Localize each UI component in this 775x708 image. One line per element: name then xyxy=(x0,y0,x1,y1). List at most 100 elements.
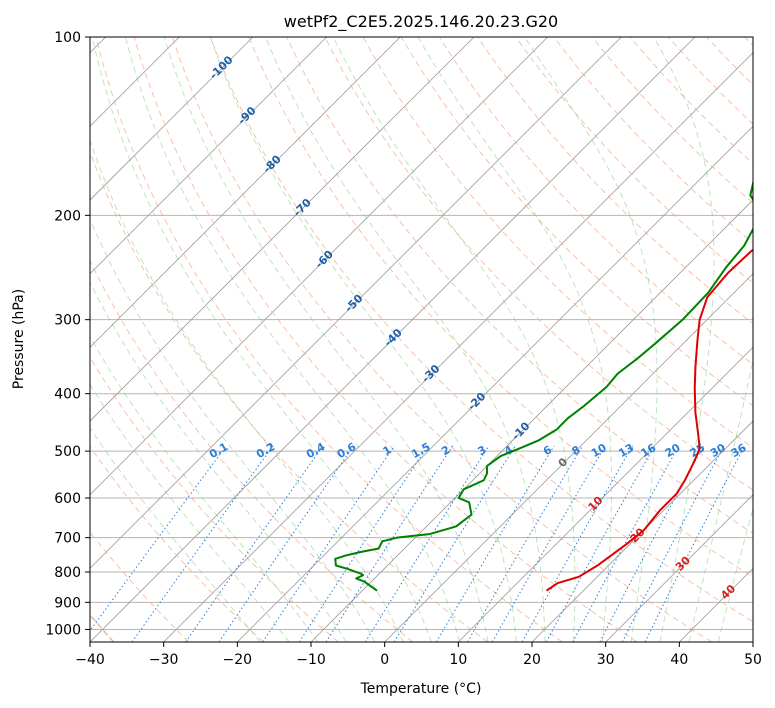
isotherm-line xyxy=(163,52,753,642)
sounding-series xyxy=(334,180,753,592)
isotherm-line xyxy=(679,567,753,642)
y-tick-label: 600 xyxy=(54,491,81,507)
mixing-ratio-line xyxy=(393,445,516,642)
x-tick-label: 30 xyxy=(597,652,615,668)
moist-adiabat-line xyxy=(90,335,319,642)
isotherm-value-label: -30 xyxy=(419,362,442,385)
dry-adiabat-line xyxy=(477,37,753,325)
mixing-ratio-label: 10 xyxy=(589,441,609,460)
dry-adiabat-line xyxy=(248,37,753,578)
x-axis-ticks: −40 −30 −20 −10 0 10 20 30 40 50 xyxy=(75,642,762,668)
mixing-ratio-label: 1.5 xyxy=(409,440,432,461)
isotherm-value-label: -40 xyxy=(382,326,405,349)
y-tick-label: 100 xyxy=(54,30,81,46)
mixing-ratio-label: 25 xyxy=(687,441,707,460)
y-tick-label: 700 xyxy=(54,531,81,547)
mixing-ratio-line xyxy=(218,445,355,642)
moist-adiabat-line xyxy=(717,506,753,642)
moist-adiabat-line xyxy=(417,37,612,642)
isotherm-line xyxy=(90,37,548,496)
isotherm-line xyxy=(384,273,753,642)
mixing-ratio-label: 16 xyxy=(638,441,658,460)
mixing-ratio-label: 13 xyxy=(616,441,636,460)
chart-title: wetPf2_C2E5.2025.146.20.23.G20 xyxy=(284,12,558,32)
mixing-ratio-line xyxy=(262,445,395,642)
isotherm-line xyxy=(90,37,327,275)
isotherm-value-label: -10 xyxy=(509,419,532,442)
moist-adiabat-line xyxy=(90,138,404,642)
mixing-ratio-line xyxy=(545,445,656,642)
y-tick-label: 200 xyxy=(54,208,81,224)
x-tick-label: −40 xyxy=(75,652,105,668)
dry-adiabat-line xyxy=(705,37,753,86)
dry-adiabat-line xyxy=(324,37,753,491)
isotherm-line xyxy=(90,37,622,569)
mixing-ratio-line xyxy=(467,445,584,642)
moist-adiabat-line xyxy=(90,427,261,642)
isotherm-value-label: 30 xyxy=(673,553,693,573)
isotherm-line xyxy=(90,37,254,201)
mixing-ratio-line xyxy=(364,445,490,642)
mixing-ratio-label: 30 xyxy=(708,441,728,460)
isotherm-value-label: -50 xyxy=(342,292,365,315)
mixing-ratio-line xyxy=(521,445,633,642)
moist-adiabat-line xyxy=(91,37,432,642)
mixing-ratio-label: 36 xyxy=(729,441,749,460)
isotherm-line xyxy=(237,125,753,642)
moist-adiabat-line xyxy=(125,37,461,642)
y-tick-label: 300 xyxy=(54,313,81,329)
dry-adiabat-line xyxy=(90,445,264,642)
isotherm-line xyxy=(90,37,401,348)
mixing-ratio-label: 0.1 xyxy=(207,440,230,461)
dry-adiabat-line xyxy=(667,37,753,125)
dry-adiabat-line xyxy=(95,37,563,642)
moist-adiabat-line xyxy=(163,37,489,642)
isotherm-value-label: 40 xyxy=(718,582,738,602)
mixing-ratio-line xyxy=(325,445,454,642)
mixing-ratio-line xyxy=(621,445,725,642)
dry-adiabat-line xyxy=(133,37,638,642)
isotherm-line xyxy=(752,641,753,642)
dry-adiabat-line xyxy=(515,37,753,284)
moist-adiabat-line xyxy=(524,37,658,642)
y-tick-label: 900 xyxy=(54,595,81,611)
dry-adiabat-line xyxy=(286,37,753,534)
isotherm-value-label: -80 xyxy=(261,152,284,175)
dry-adiabat-line xyxy=(438,37,753,365)
dry-adiabat-line xyxy=(90,150,488,642)
x-tick-label: 20 xyxy=(523,652,541,668)
moist-adiabat-line xyxy=(209,37,517,642)
mixing-ratio-line xyxy=(644,445,745,642)
x-tick-label: −30 xyxy=(149,652,179,668)
dry-adiabat-line xyxy=(400,37,753,407)
isotherm-value-label: -60 xyxy=(313,248,336,271)
mixing-ratio-label: 0.6 xyxy=(335,440,359,461)
x-tick-label: 40 xyxy=(670,652,688,668)
x-tick-label: 10 xyxy=(449,652,467,668)
mixing-ratio-label: 20 xyxy=(663,441,683,460)
mixing-ratio-line xyxy=(298,445,429,642)
y-tick-label: 1000 xyxy=(45,622,81,638)
dry-adiabat-line xyxy=(90,531,190,642)
dry-adiabat-line xyxy=(171,37,712,642)
isotherm-line xyxy=(605,494,753,642)
y-tick-label: 500 xyxy=(54,444,81,460)
x-tick-label: 50 xyxy=(744,652,762,668)
mixing-ratio-line xyxy=(435,445,555,642)
x-tick-label: −10 xyxy=(296,652,326,668)
isotherm-value-label: 10 xyxy=(586,494,606,514)
y-axis-ticks: 100 200 300 400 500 600 700 800 900 1000 xyxy=(45,30,90,638)
dewpoint-profile-line xyxy=(334,180,753,592)
plot-frame xyxy=(89,36,754,643)
moist-adiabat-line xyxy=(90,218,376,642)
isotherm-line xyxy=(310,199,753,642)
dry-adiabat-line xyxy=(90,259,414,642)
moist-adiabat-line xyxy=(688,358,753,642)
mixing-ratio-line xyxy=(131,445,274,642)
moist-adiabat-line xyxy=(90,281,347,642)
moist-adiabat-line xyxy=(653,37,715,642)
y-tick-label: 800 xyxy=(54,565,81,581)
isotherm-value-label: 0 xyxy=(556,455,571,470)
y-tick-label: 400 xyxy=(54,387,81,403)
